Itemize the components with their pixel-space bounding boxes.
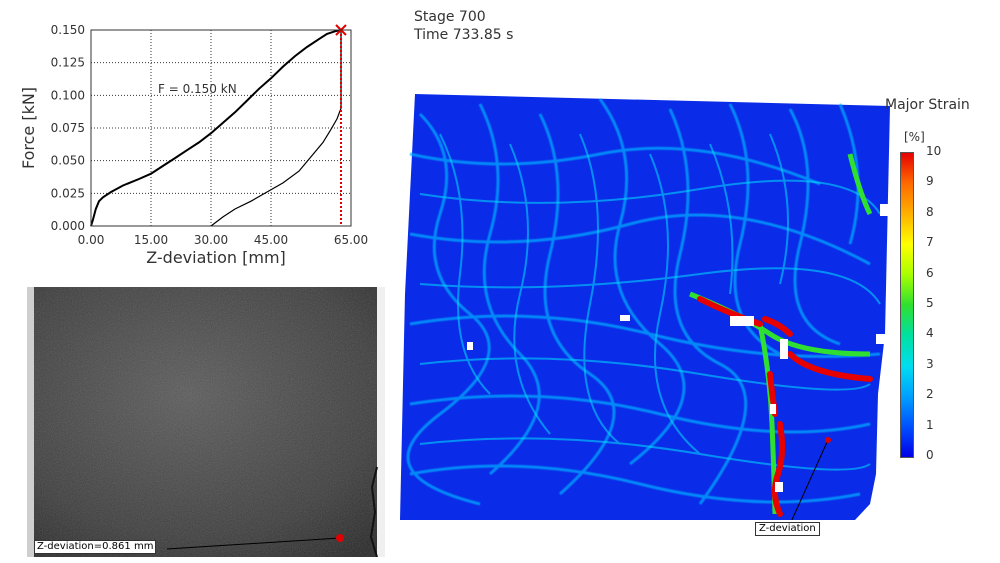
strain-field [400, 94, 890, 520]
x-tick-label: 45.00 [254, 233, 288, 247]
y-tick-label: 0.050 [51, 154, 85, 168]
unloading-curve [210, 30, 342, 227]
chart-grid [91, 29, 352, 226]
y-tick-label: 0.075 [51, 121, 85, 135]
photo-deviation-label: Z-deviation=0.861 mm [34, 540, 157, 554]
specimen-photo: Z-deviation=0.861 mm [27, 287, 385, 557]
photo-texture [27, 287, 385, 557]
y-axis-label: Force [kN] [19, 87, 38, 169]
strain-map: Z-deviation [400, 94, 890, 520]
x-axis-label: Z-deviation [mm] [146, 248, 286, 267]
stage-time: Time 733.85 s [414, 27, 514, 43]
legend-tick: 2 [926, 387, 934, 402]
x-tick-labels: 0.00 15.00 30.00 45.00 65.00 [78, 233, 369, 247]
legend-tick: 9 [926, 174, 934, 189]
x-tick-label: 30.00 [194, 233, 228, 247]
legend-tick: 4 [926, 326, 934, 341]
stage-info: Stage 700 Time 733.85 s [414, 8, 513, 44]
legend-title: Major Strain [885, 97, 970, 113]
stage-number: Stage 700 [414, 9, 486, 25]
force-annotation: F = 0.150 kN [158, 82, 237, 96]
y-tick-label: 0.150 [51, 23, 85, 37]
legend-tick: 6 [926, 265, 934, 280]
legend-tick: 7 [926, 235, 934, 250]
legend-tick: 1 [926, 417, 934, 432]
plot-frame [90, 29, 352, 227]
loading-curve [90, 29, 342, 227]
legend-tick: 5 [926, 296, 934, 310]
y-tick-labels: 0.000 0.025 0.050 0.075 0.100 0.125 0.150 [51, 23, 85, 233]
y-tick-label: 0.000 [51, 219, 85, 233]
x-tick-label: 15.00 [134, 233, 168, 247]
force-deviation-chart: 0.00 15.00 30.00 45.00 65.00 0.000 0.025 0.050… [19, 23, 369, 267]
strain-colorbar [900, 152, 914, 458]
legend-tick: 8 [926, 204, 934, 219]
legend-tick: 3 [926, 356, 934, 371]
x-tick-label: 0.00 [78, 233, 105, 247]
y-tick-label: 0.125 [51, 56, 85, 70]
strain-map-deviation-label: Z-deviation [755, 522, 820, 536]
y-tick-label: 0.100 [51, 88, 85, 102]
x-tick-label: 65.00 [334, 233, 368, 247]
legend-tick: 0 [926, 448, 934, 462]
y-tick-label: 0.025 [51, 186, 85, 200]
legend-tick: 10 [926, 144, 942, 158]
force-curve [90, 24, 347, 227]
legend-unit: [%] [904, 130, 925, 144]
